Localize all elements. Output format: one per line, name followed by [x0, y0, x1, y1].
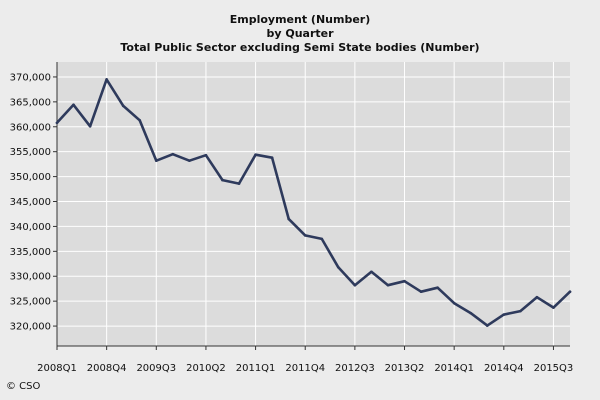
data-point [204, 153, 208, 157]
y-tick-label: 340,000 [10, 222, 51, 233]
y-tick-label: 325,000 [10, 297, 51, 308]
data-point [171, 152, 175, 156]
data-point [88, 124, 92, 128]
data-point [519, 309, 522, 313]
data-point [568, 290, 572, 293]
x-tick-label: 2011Q1 [236, 363, 276, 374]
data-point [188, 159, 191, 162]
data-point [237, 182, 241, 185]
series-layer [55, 78, 572, 327]
x-tick-label: 2014Q1 [434, 363, 474, 374]
data-point [303, 234, 307, 237]
y-tick-label: 365,000 [10, 97, 51, 108]
data-point [138, 118, 142, 122]
data-point [270, 156, 274, 159]
y-tick-label: 350,000 [10, 172, 51, 183]
cso-credit: © CSO [6, 381, 41, 392]
data-point [552, 306, 555, 309]
x-tick-label: 2010Q2 [186, 363, 226, 374]
data-point [452, 301, 456, 305]
data-point [154, 159, 158, 162]
x-tick-label: 2008Q1 [37, 363, 77, 374]
y-tick-label: 320,000 [10, 322, 51, 333]
x-axis-ticks: 2008Q1 2008Q4 2009Q3 2010Q2 2011Q1 2011Q4 2012… [37, 345, 574, 374]
chart-title-line-2: by Quarter [266, 27, 334, 40]
y-tick-label: 370,000 [10, 72, 51, 83]
data-point [221, 178, 224, 182]
x-tick-label: 2014Q4 [484, 363, 524, 374]
data-point [105, 78, 108, 81]
data-point [535, 295, 539, 299]
x-tick-label: 2011Q4 [285, 363, 325, 374]
data-point [121, 104, 125, 108]
data-point [469, 311, 473, 315]
data-point [485, 324, 489, 327]
x-tick-label: 2009Q3 [136, 363, 176, 374]
data-point [320, 237, 324, 241]
data-point [436, 286, 439, 290]
plot-area [57, 62, 570, 346]
data-point [353, 283, 357, 287]
data-point [55, 121, 59, 125]
data-point [287, 217, 290, 221]
data-point [403, 279, 406, 283]
y-tick-label: 355,000 [10, 147, 51, 158]
data-point [419, 290, 423, 293]
y-tick-label: 345,000 [10, 197, 51, 208]
x-tick-label: 2013Q2 [385, 363, 425, 374]
x-tick-label: 2015Q3 [534, 363, 574, 374]
data-point [502, 313, 506, 316]
data-point [386, 283, 390, 287]
data-point [72, 103, 75, 107]
y-tick-label: 360,000 [10, 122, 51, 133]
chart-title-line-1: Employment (Number) [230, 13, 371, 26]
y-axis-ticks: 320,000 325,000 330,000 335,000 340,000 345,0… [10, 62, 58, 346]
y-tick-label: 330,000 [10, 272, 51, 283]
data-point [370, 270, 373, 274]
x-tick-label: 2012Q3 [335, 363, 375, 374]
x-tick-label: 2008Q4 [87, 363, 127, 374]
data-point [254, 153, 257, 156]
y-tick-label: 335,000 [10, 247, 51, 258]
chart-title-line-3: Total Public Sector excluding Semi State… [120, 41, 479, 54]
data-point [337, 265, 340, 269]
series-line [55, 78, 572, 327]
